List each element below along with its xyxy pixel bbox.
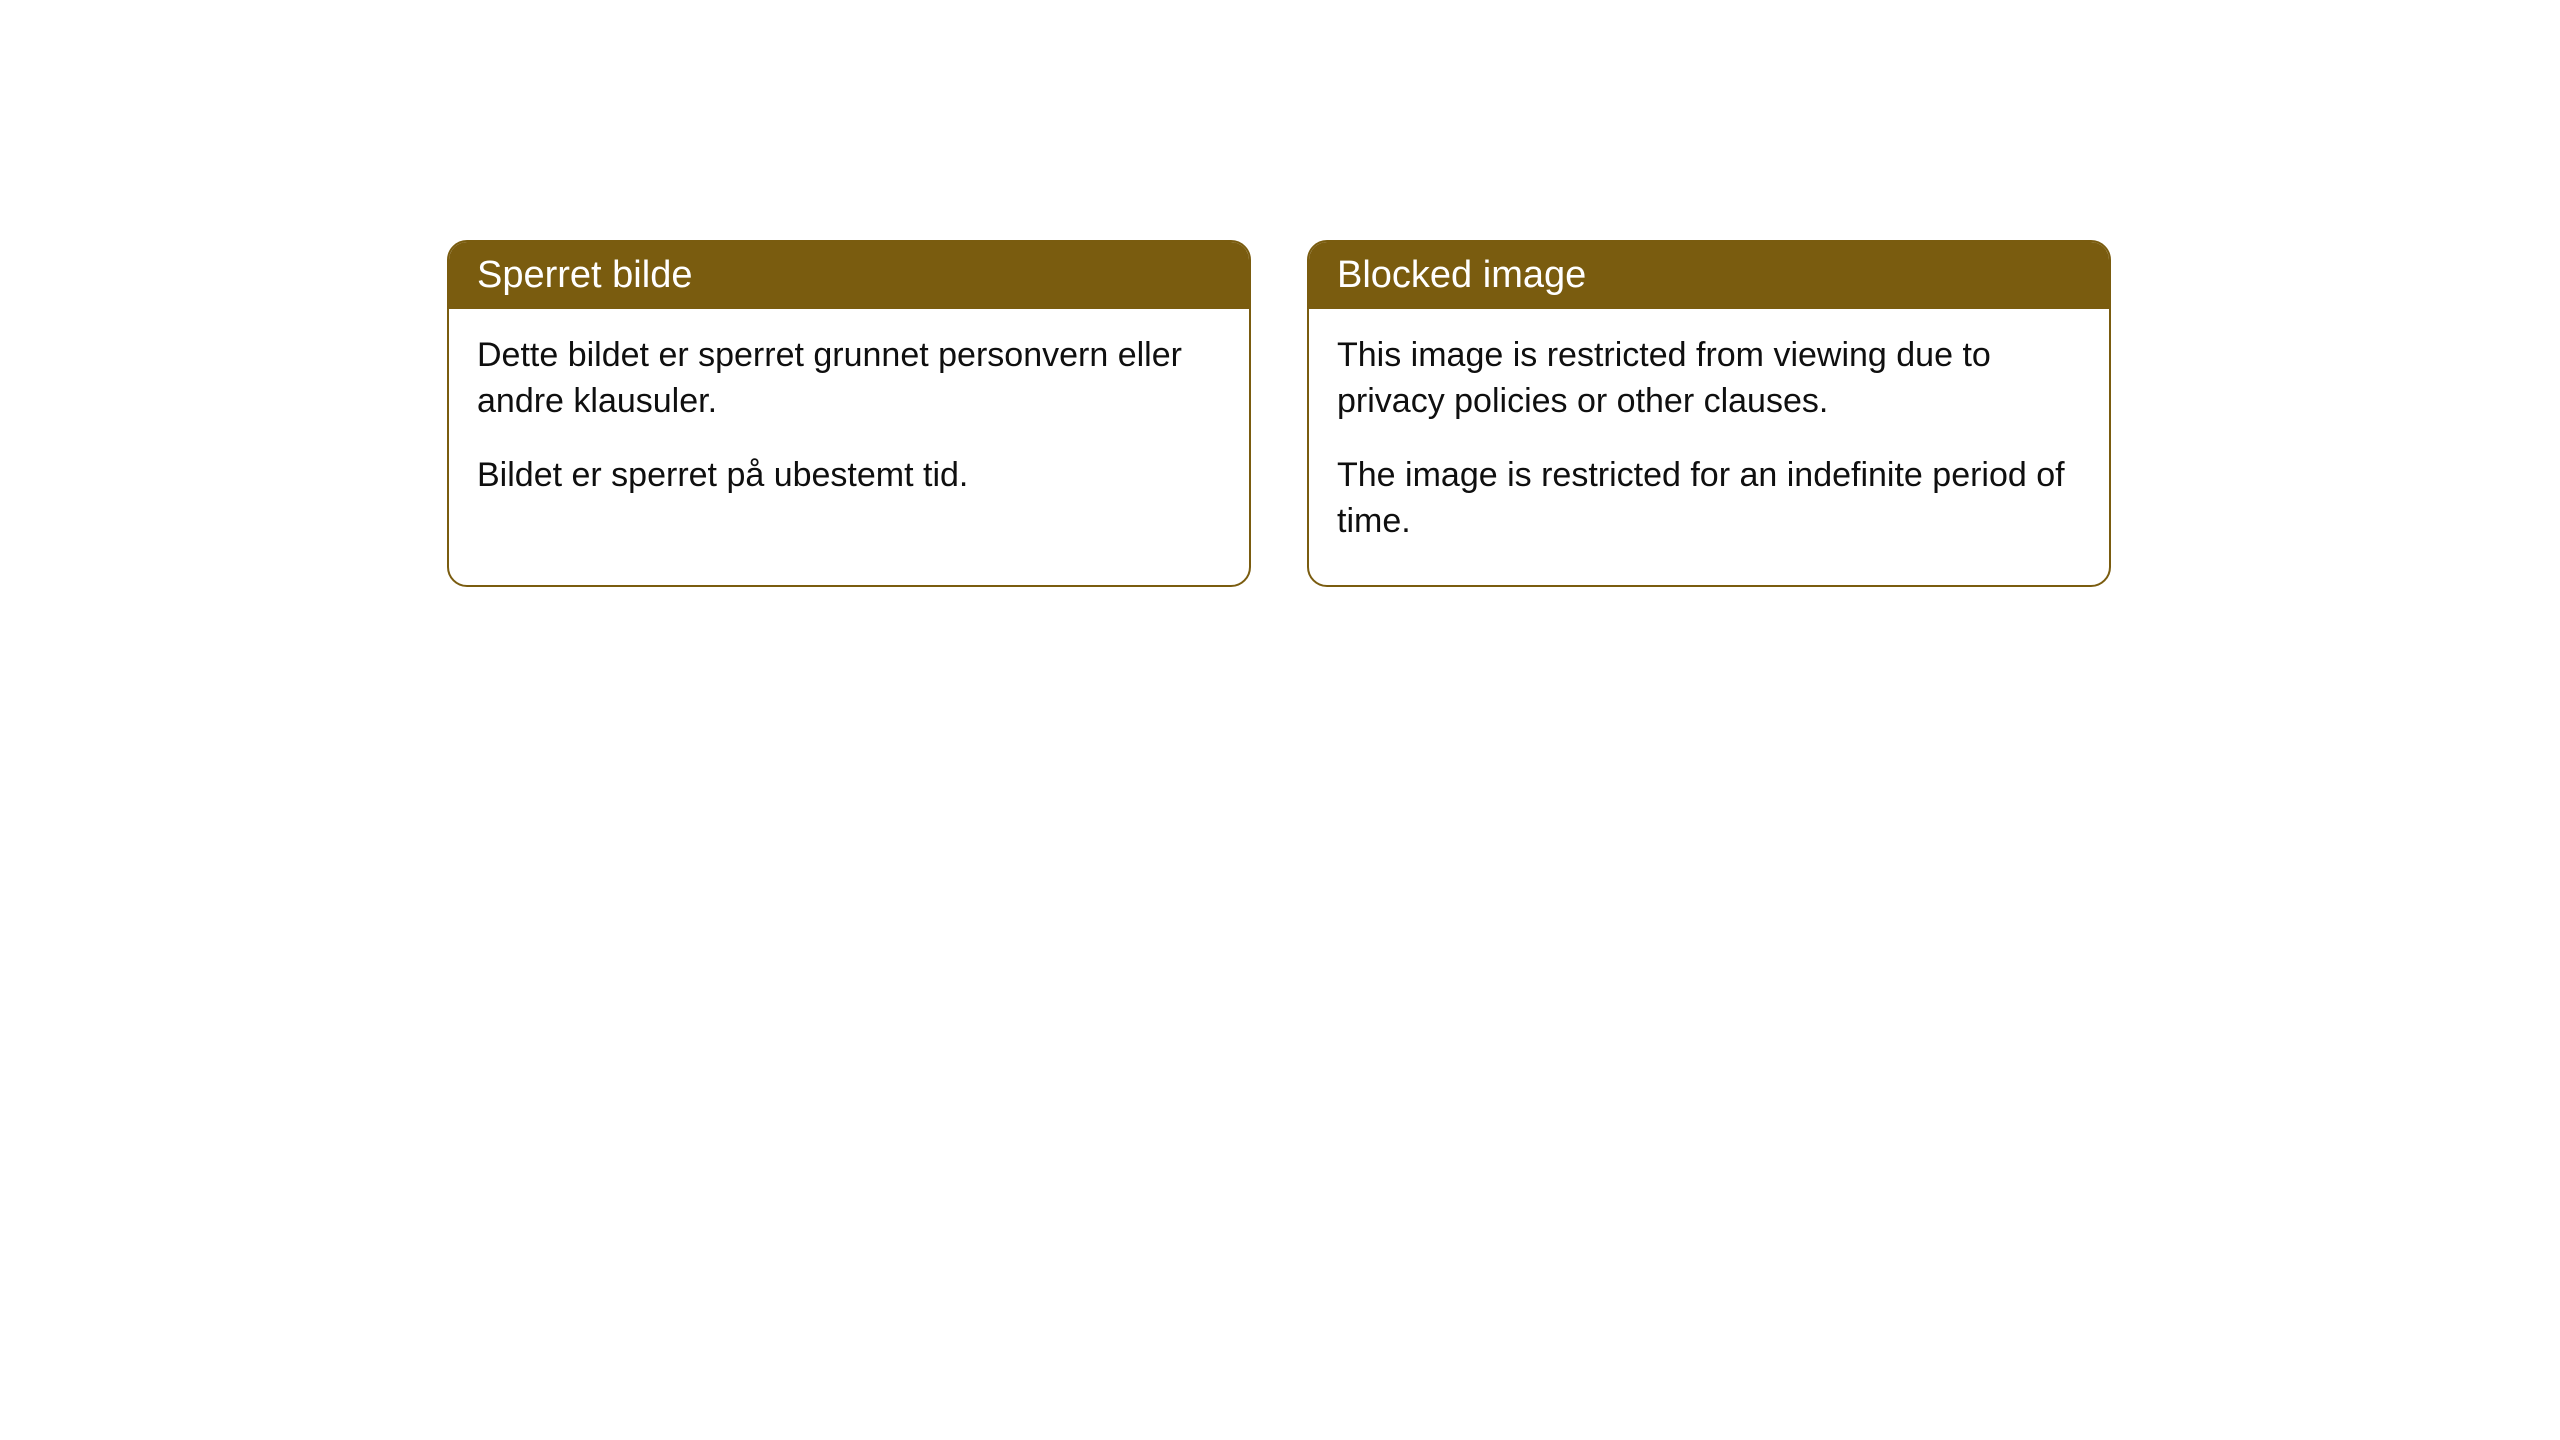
card-body-english: This image is restricted from viewing du… xyxy=(1309,309,2109,585)
card-paragraph: Dette bildet er sperret grunnet personve… xyxy=(477,333,1221,425)
card-header-norwegian: Sperret bilde xyxy=(449,242,1249,309)
card-body-norwegian: Dette bildet er sperret grunnet personve… xyxy=(449,309,1249,539)
card-title: Blocked image xyxy=(1337,254,1586,296)
blocked-image-card-english: Blocked image This image is restricted f… xyxy=(1307,240,2111,587)
card-paragraph: The image is restricted for an indefinit… xyxy=(1337,453,2081,545)
card-paragraph: Bildet er sperret på ubestemt tid. xyxy=(477,453,1221,499)
card-header-english: Blocked image xyxy=(1309,242,2109,309)
blocked-image-card-norwegian: Sperret bilde Dette bildet er sperret gr… xyxy=(447,240,1251,587)
notice-container: Sperret bilde Dette bildet er sperret gr… xyxy=(447,240,2111,587)
card-title: Sperret bilde xyxy=(477,254,692,296)
card-paragraph: This image is restricted from viewing du… xyxy=(1337,333,2081,425)
